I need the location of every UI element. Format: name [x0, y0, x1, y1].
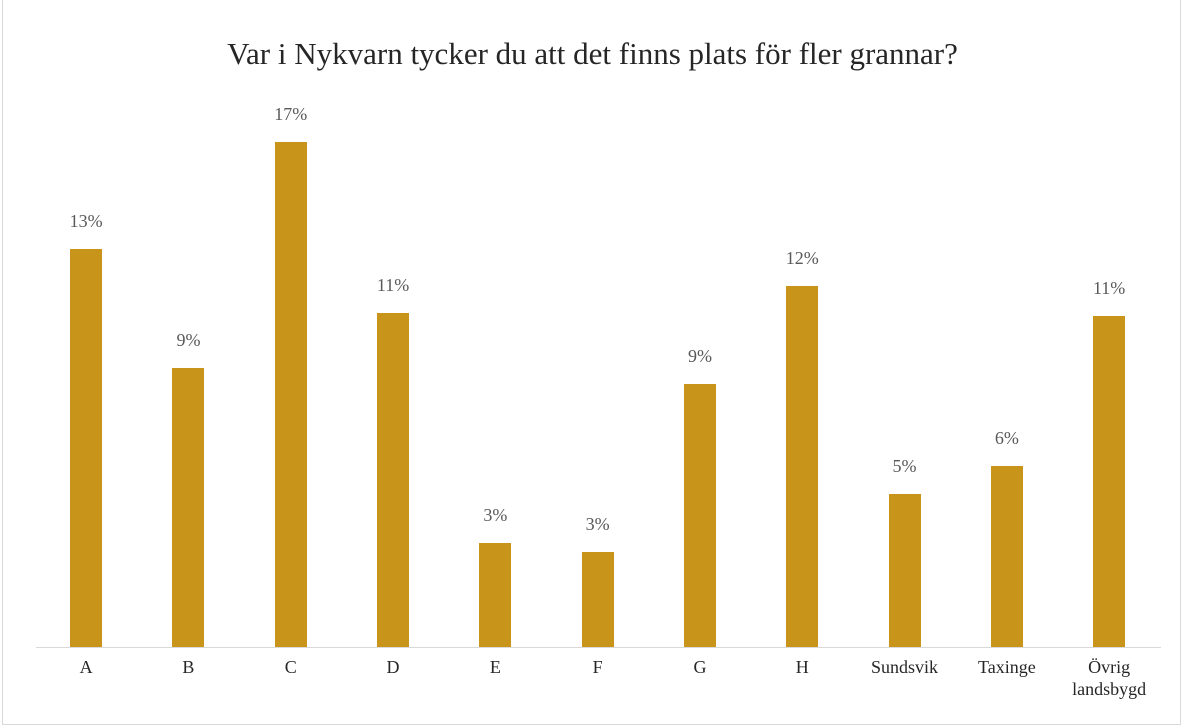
bar	[1093, 316, 1126, 647]
bar	[274, 142, 307, 647]
x-tick-label: F	[592, 657, 603, 677]
data-label: 6%	[994, 428, 1019, 449]
data-label: 12%	[785, 247, 819, 268]
x-tick-label: Övrig landsbygd	[1072, 657, 1147, 699]
x-tick-label: D	[386, 657, 400, 677]
x-tick-label: B	[182, 657, 195, 677]
data-label: 5%	[892, 455, 917, 476]
x-tick-label: G	[693, 657, 707, 677]
bar	[172, 368, 205, 647]
data-label: 11%	[1092, 278, 1126, 299]
chart-title: Var i Nykvarn tycker du att det finns pl…	[227, 36, 958, 71]
bar	[70, 249, 103, 647]
bar	[683, 383, 716, 647]
bar	[990, 466, 1023, 647]
x-tick-label: A	[79, 657, 93, 677]
data-label: 17%	[274, 104, 308, 124]
bar	[479, 542, 512, 647]
x-tick-label: E	[489, 657, 501, 677]
bar	[581, 552, 614, 647]
x-tick-label: Taxinge	[977, 657, 1036, 677]
bar	[786, 285, 819, 647]
data-label: 3%	[585, 514, 610, 535]
x-tick-label: Sundsvik	[871, 657, 939, 677]
data-label: 3%	[483, 504, 508, 525]
category-axis	[36, 647, 1161, 648]
data-label: 11%	[376, 275, 410, 296]
x-tick-label: C	[284, 657, 297, 677]
data-label: 13%	[69, 211, 103, 232]
data-label: 9%	[687, 345, 712, 366]
data-label: 9%	[176, 330, 201, 351]
bar	[377, 313, 410, 647]
bar	[888, 493, 921, 647]
x-tick-label: H	[795, 657, 809, 677]
